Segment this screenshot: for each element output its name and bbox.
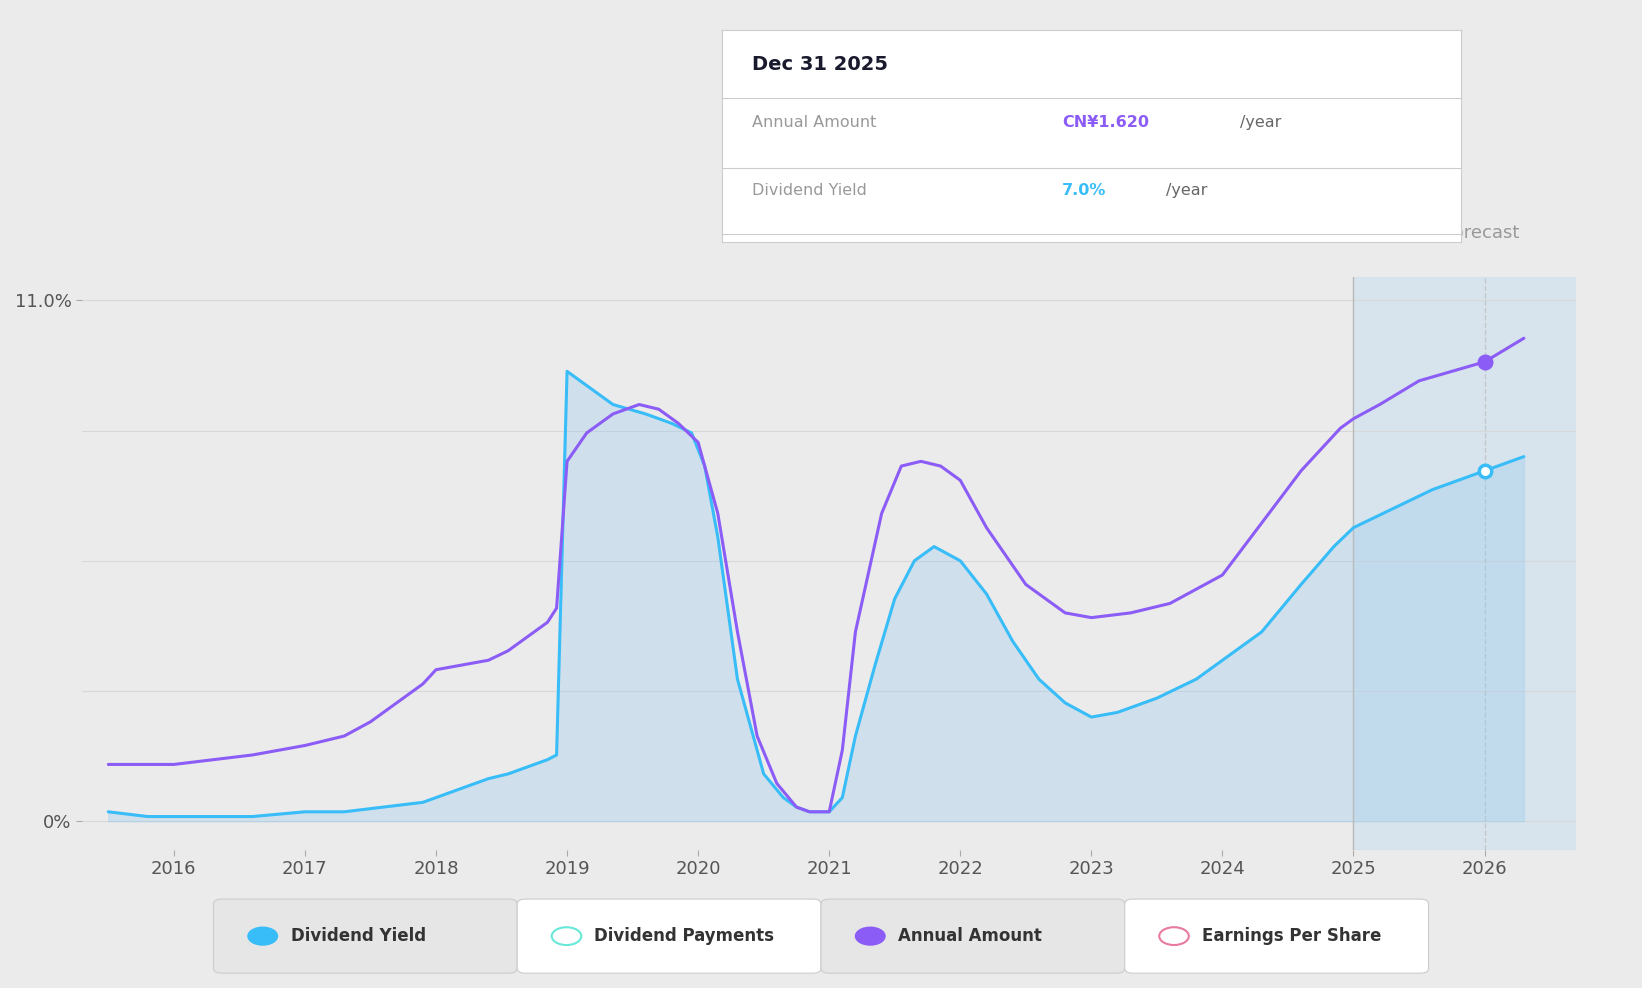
Text: Past: Past — [1302, 224, 1346, 242]
Text: /year: /year — [1240, 115, 1281, 129]
Text: /year: /year — [1166, 183, 1207, 198]
Text: Dividend Yield: Dividend Yield — [291, 927, 425, 946]
Text: Dec 31 2025: Dec 31 2025 — [752, 55, 888, 74]
Text: Dividend Payments: Dividend Payments — [594, 927, 775, 946]
Text: Earnings Per Share: Earnings Per Share — [1202, 927, 1381, 946]
Bar — [1353, 277, 1576, 850]
Text: Annual Amount: Annual Amount — [752, 115, 877, 129]
Text: 7.0%: 7.0% — [1062, 183, 1107, 198]
Text: CN¥1.620: CN¥1.620 — [1062, 115, 1149, 129]
Text: Annual Amount: Annual Amount — [898, 927, 1043, 946]
Text: Dividend Yield: Dividend Yield — [752, 183, 867, 198]
Text: Analysts Forecast: Analysts Forecast — [1361, 224, 1519, 242]
